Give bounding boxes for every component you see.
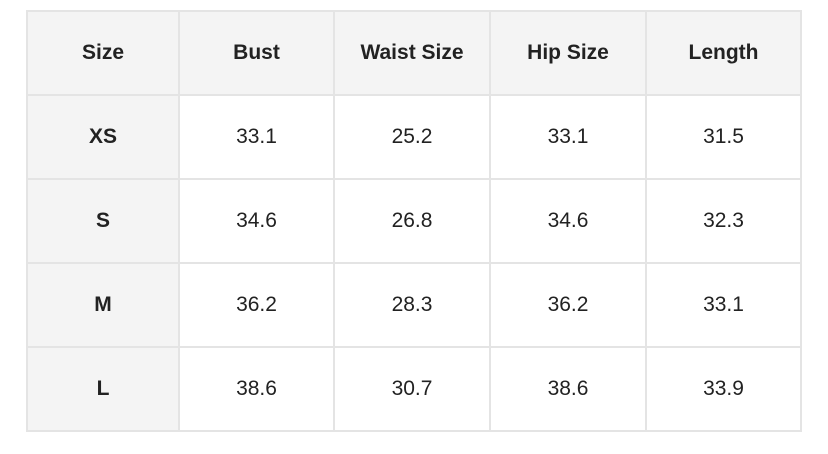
header-row: Size Bust Waist Size Hip Size Length: [26, 10, 802, 96]
cell-size: XS: [26, 94, 180, 180]
table-row: S 34.6 26.8 34.6 32.3: [26, 178, 802, 264]
size-chart-table: Size Bust Waist Size Hip Size Length XS 3…: [26, 10, 802, 432]
cell-length: 32.3: [645, 178, 802, 264]
header-bust: Bust: [178, 10, 335, 96]
cell-bust: 34.6: [178, 178, 335, 264]
cell-length: 33.9: [645, 346, 802, 432]
table-row: M 36.2 28.3 36.2 33.1: [26, 262, 802, 348]
cell-size: M: [26, 262, 180, 348]
cell-waist-size: 30.7: [333, 346, 491, 432]
cell-length: 31.5: [645, 94, 802, 180]
table-row: L 38.6 30.7 38.6 33.9: [26, 346, 802, 432]
table-row: XS 33.1 25.2 33.1 31.5: [26, 94, 802, 180]
cell-bust: 36.2: [178, 262, 335, 348]
cell-waist-size: 26.8: [333, 178, 491, 264]
header-waist-size: Waist Size: [333, 10, 491, 96]
cell-length: 33.1: [645, 262, 802, 348]
cell-bust: 38.6: [178, 346, 335, 432]
cell-waist-size: 25.2: [333, 94, 491, 180]
cell-bust: 33.1: [178, 94, 335, 180]
cell-hip-size: 34.6: [489, 178, 647, 264]
header-hip-size: Hip Size: [489, 10, 647, 96]
cell-size: S: [26, 178, 180, 264]
cell-size: L: [26, 346, 180, 432]
cell-hip-size: 36.2: [489, 262, 647, 348]
cell-hip-size: 38.6: [489, 346, 647, 432]
cell-waist-size: 28.3: [333, 262, 491, 348]
header-size: Size: [26, 10, 180, 96]
header-length: Length: [645, 10, 802, 96]
cell-hip-size: 33.1: [489, 94, 647, 180]
